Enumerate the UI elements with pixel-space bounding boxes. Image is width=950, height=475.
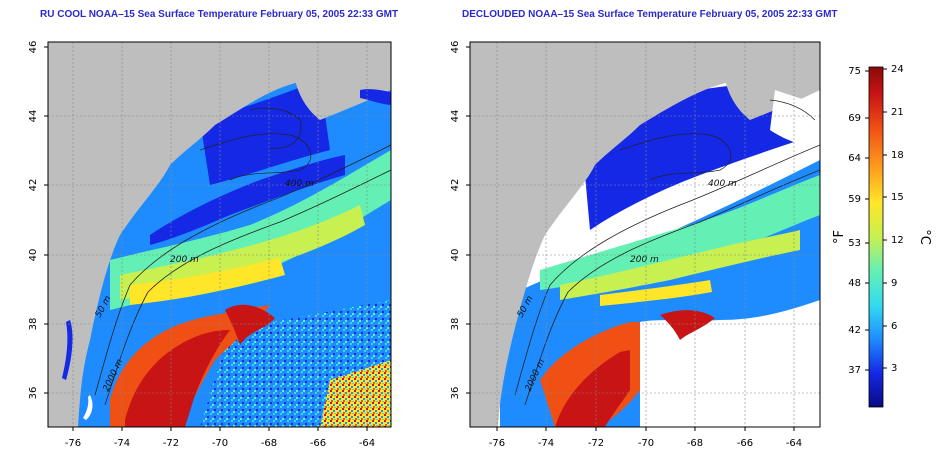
temperature-colorbar: 75 69 64 59 53 48 42 37 24 21 18 15 12 9… xyxy=(832,64,932,408)
fahrenheit-unit-label: °F xyxy=(832,230,847,244)
right-land-mass xyxy=(470,42,820,427)
left-lon-tick-66: -66 xyxy=(310,438,326,449)
colorbar-c-tick: 9 xyxy=(891,278,897,289)
colorbar-f-tick: 42 xyxy=(848,325,861,336)
right-lat-tick-40: 40 xyxy=(450,249,461,262)
colorbar-f-tick: 64 xyxy=(848,153,861,164)
right-lon-tick-68: -68 xyxy=(687,438,703,449)
colorbar-c-tick: 24 xyxy=(891,64,904,75)
colorbar-c-tick: 18 xyxy=(891,150,904,161)
left-contour-label-200m: 200 m xyxy=(170,255,199,265)
colorbar-f-tick: 75 xyxy=(848,66,861,77)
celsius-unit-label: °C xyxy=(917,229,932,245)
left-lat-tick-42: 42 xyxy=(28,179,39,192)
right-lon-tick-66: -66 xyxy=(737,438,753,449)
right-lon-tick-76: -76 xyxy=(489,438,505,449)
left-lon-tick-70: -70 xyxy=(212,438,228,449)
right-contour-label-400m: 400 m xyxy=(708,179,737,189)
right-lat-tick-44: 44 xyxy=(450,110,461,123)
colorbar-c-tick: 3 xyxy=(891,363,897,374)
colorbar-c-tick: 15 xyxy=(891,192,904,203)
right-contour-label-200m: 200 m xyxy=(630,255,659,265)
colorbar-f-tick: 37 xyxy=(848,365,861,376)
right-map-title: DECLOUDED NOAA–15 Sea Surface Temperatur… xyxy=(462,9,838,20)
left-lon-tick-74: -74 xyxy=(114,438,130,449)
right-lat-tick-36: 36 xyxy=(450,387,461,400)
colorbar-c-tick: 21 xyxy=(891,107,904,118)
right-lat-tick-38: 38 xyxy=(450,318,461,331)
left-lon-tick-68: -68 xyxy=(261,438,277,449)
colorbar-gradient xyxy=(868,66,884,408)
left-lon-tick-72: -72 xyxy=(163,438,179,449)
left-map-panel: 200 m 50 m 2000 m 400 m 46 44 42 40 38 3… xyxy=(28,41,392,449)
colorbar-f-tick: 69 xyxy=(848,113,861,124)
right-lon-tick-64: -64 xyxy=(786,438,802,449)
left-lat-tick-40: 40 xyxy=(28,249,39,262)
right-lon-tick-74: -74 xyxy=(538,438,554,449)
left-lat-tick-36: 36 xyxy=(28,387,39,400)
left-lat-tick-44: 44 xyxy=(28,110,39,123)
colorbar-c-tick: 6 xyxy=(891,321,897,332)
colorbar-f-tick: 53 xyxy=(848,238,861,249)
right-map-panel: 200 m 50 m 2000 m 400 m 46 44 42 40 38 3… xyxy=(450,41,821,449)
right-lon-tick-70: -70 xyxy=(638,438,654,449)
left-land-mass xyxy=(48,42,391,427)
colorbar-c-tick: 12 xyxy=(891,235,904,246)
left-lon-tick-64: -64 xyxy=(359,438,375,449)
left-contour-label-400m: 400 m xyxy=(285,179,314,189)
right-lon-tick-72: -72 xyxy=(588,438,604,449)
left-lat-tick-38: 38 xyxy=(28,318,39,331)
left-lat-tick-46: 46 xyxy=(28,41,39,54)
left-map-title: RU COOL NOAA–15 Sea Surface Temperature … xyxy=(40,9,399,20)
colorbar-f-tick: 48 xyxy=(848,278,861,289)
colorbar-f-tick: 59 xyxy=(848,194,861,205)
left-lon-tick-76: -76 xyxy=(65,438,81,449)
right-lat-tick-46: 46 xyxy=(450,41,461,54)
right-lat-tick-42: 42 xyxy=(450,179,461,192)
